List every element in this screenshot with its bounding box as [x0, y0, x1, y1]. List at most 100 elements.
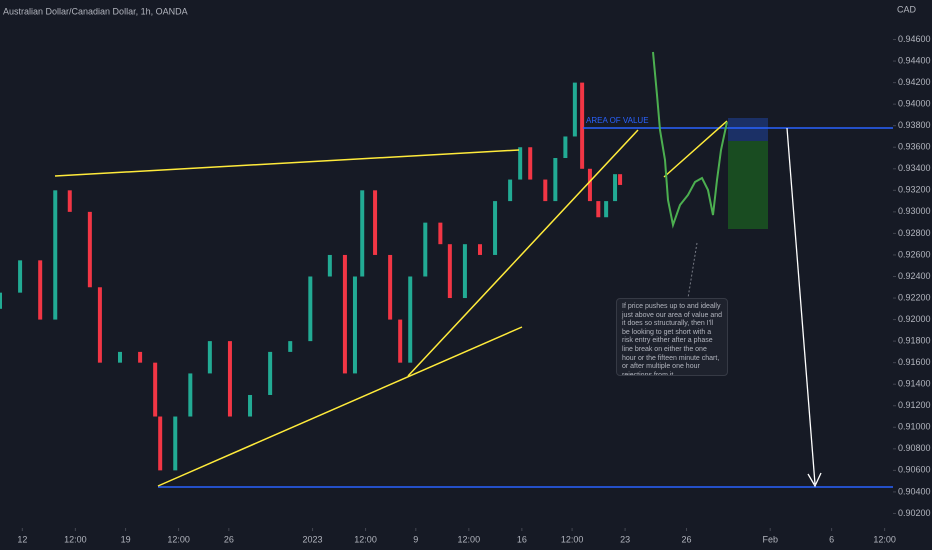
candle	[342, 254, 347, 374]
y-tick-label: 0.94000	[898, 99, 931, 109]
candle	[508, 179, 513, 202]
candle	[288, 341, 293, 352]
x-tick-label: 12:00	[64, 534, 87, 544]
candle	[388, 254, 393, 320]
candle	[408, 276, 413, 363]
x-tick-label: 2023	[303, 534, 323, 544]
target-zone	[728, 141, 768, 229]
y-tick-label: 0.91400	[898, 379, 931, 389]
candle	[97, 287, 102, 363]
candle	[572, 82, 577, 137]
candle	[327, 254, 332, 277]
candle	[308, 276, 313, 342]
y-tick-label: 0.93600	[898, 142, 931, 152]
candle	[188, 373, 193, 417]
x-tick-label: 6	[829, 534, 834, 544]
candle	[604, 201, 609, 218]
trend-line	[54, 149, 520, 177]
candle	[596, 201, 601, 218]
x-tick-label: 12:00	[167, 534, 190, 544]
candle	[423, 222, 428, 277]
candle	[207, 341, 212, 374]
x-tick-label: 12:00	[458, 534, 481, 544]
candle	[173, 416, 178, 471]
candle	[87, 211, 92, 288]
y-tick-label: 0.92800	[898, 228, 931, 238]
x-tick-label: 12:00	[354, 534, 377, 544]
y-tick-label: 0.93200	[898, 185, 931, 195]
trend-line	[157, 326, 523, 487]
x-tick-label: 23	[620, 534, 630, 544]
x-tick-label: 19	[121, 534, 131, 544]
note-box: If price pushes up to and ideally just a…	[616, 298, 728, 376]
candle	[153, 362, 158, 417]
y-tick-label: 0.92000	[898, 314, 931, 324]
x-tick-label: 9	[413, 534, 418, 544]
candle	[53, 190, 58, 320]
x-tick-label: 12:00	[561, 534, 584, 544]
y-tick-label: 0.91200	[898, 400, 931, 410]
candle	[38, 260, 43, 320]
candle	[227, 341, 232, 417]
y-tick-label: 0.90800	[898, 443, 931, 453]
x-tick-label: 26	[681, 534, 691, 544]
candle	[618, 174, 623, 185]
y-tick-label: 0.90600	[898, 465, 931, 475]
y-tick-label: 0.91800	[898, 335, 931, 345]
candle	[398, 319, 403, 363]
y-tick-label: 0.94200	[898, 77, 931, 87]
trend-line	[663, 120, 728, 178]
candle	[438, 222, 443, 245]
candle	[462, 244, 467, 299]
y-tick-label: 0.90200	[898, 508, 931, 518]
x-tick-label: 12:00	[873, 534, 896, 544]
candle	[580, 82, 585, 169]
candle	[360, 190, 365, 277]
candle	[248, 394, 253, 417]
candle	[563, 136, 568, 159]
y-tick-label: 0.94400	[898, 55, 931, 65]
candle	[0, 292, 2, 309]
candle	[518, 147, 523, 180]
y-tick-label: 0.93800	[898, 120, 931, 130]
zone-label: AREA OF VALUE	[586, 116, 649, 125]
arrow-head	[807, 472, 822, 488]
candle	[543, 179, 548, 202]
candle	[18, 260, 23, 293]
candle	[528, 147, 533, 180]
y-tick-label: 0.94600	[898, 34, 931, 44]
arrow-shaft	[786, 127, 816, 485]
x-tick-label: 16	[517, 534, 527, 544]
y-tick-label: 0.91600	[898, 357, 931, 367]
y-tick-label: 0.90400	[898, 486, 931, 496]
risk-zone	[728, 118, 768, 141]
note-pointer	[687, 242, 698, 299]
y-tick-label: 0.93000	[898, 206, 931, 216]
y-tick-label: 0.92600	[898, 249, 931, 259]
chart-title: Australian Dollar/Canadian Dollar, 1h, O…	[3, 6, 188, 16]
candle	[587, 168, 592, 202]
candle	[138, 351, 143, 363]
trend-line	[407, 129, 639, 377]
candle	[373, 190, 378, 255]
marks	[0, 82, 623, 471]
currency-label: CAD	[897, 4, 917, 14]
x-tick-label: Feb	[762, 534, 778, 544]
y-tick-label: 0.93400	[898, 163, 931, 173]
candle	[553, 158, 558, 202]
candle	[352, 276, 357, 374]
y-tick-label: 0.92200	[898, 292, 931, 302]
candle	[117, 351, 122, 363]
x-tick-label: 12	[17, 534, 27, 544]
candle	[477, 244, 482, 255]
y-tick-label: 0.91000	[898, 422, 931, 432]
drawings: AREA OF VALUE	[54, 51, 893, 488]
y-tick-label: 0.92400	[898, 271, 931, 281]
candle	[613, 174, 618, 202]
candle	[67, 190, 72, 212]
x-tick-label: 26	[224, 534, 234, 544]
projection-path	[652, 51, 728, 229]
candle	[268, 351, 273, 395]
